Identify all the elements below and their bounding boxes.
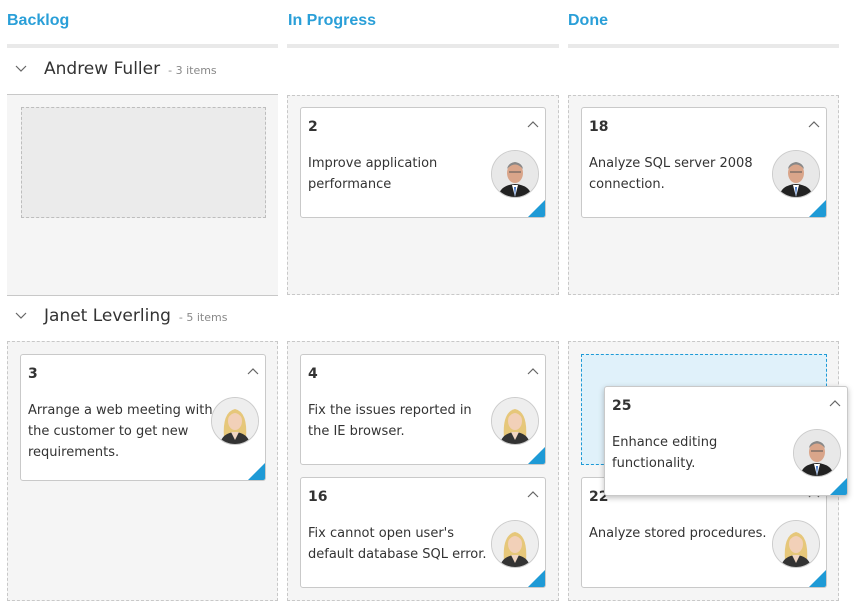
card-id: 4 — [308, 366, 318, 382]
kanban-card[interactable]: 2 Improve application performance — [300, 107, 546, 218]
card-corner-indicator — [830, 478, 847, 495]
card-corner-indicator — [248, 463, 265, 480]
avatar — [211, 397, 259, 445]
card-text: Fix cannot open user's default database … — [308, 526, 487, 562]
card-corner-indicator — [809, 200, 826, 217]
swimlane-count: - 3 items — [168, 64, 217, 77]
column-header-in-progress: In Progress — [288, 12, 377, 29]
card-corner-indicator — [528, 447, 545, 464]
card-id: 3 — [28, 366, 38, 382]
swimlane-count: - 5 items — [178, 311, 228, 324]
kanban-card[interactable]: 18 Analyze SQL server 2008 connection. — [581, 107, 827, 218]
kanban-card[interactable]: 3 Arrange a web meeting with the custome… — [20, 354, 266, 481]
chevron-up-icon[interactable] — [829, 399, 841, 407]
card-text: Analyze SQL server 2008 connection. — [589, 156, 753, 192]
chevron-up-icon[interactable] — [247, 367, 259, 375]
kanban-card[interactable]: 4 Fix the issues reported in the IE brow… — [300, 354, 546, 465]
card-id: 2 — [308, 119, 318, 135]
swimlane-name: Janet Leverling — [44, 306, 171, 326]
chevron-up-icon[interactable] — [527, 120, 539, 128]
card-id: 16 — [308, 489, 328, 505]
column-divider — [568, 44, 839, 48]
card-corner-indicator — [528, 200, 545, 217]
avatar — [772, 520, 820, 568]
chevron-up-icon[interactable] — [808, 120, 820, 128]
swimlane-header-andrew-fuller[interactable]: Andrew Fuller - 3 items — [7, 50, 839, 94]
avatar — [491, 150, 539, 198]
card-corner-indicator — [809, 570, 826, 587]
card-id: 18 — [589, 119, 609, 135]
kanban-card[interactable]: 25 Enhance editing functionality. — [604, 386, 848, 496]
card-corner-indicator — [528, 570, 545, 587]
card-text: Enhance editing functionality. — [612, 435, 718, 471]
lane-divider — [7, 94, 278, 95]
swimlane-name: Andrew Fuller — [44, 59, 161, 79]
card-text: Improve application performance — [308, 156, 438, 192]
kanban-card[interactable]: 16 Fix cannot open user's default databa… — [300, 477, 546, 588]
column-divider — [7, 44, 278, 48]
swimlane-header-janet-leverling[interactable]: Janet Leverling - 5 items — [7, 297, 839, 341]
avatar — [772, 150, 820, 198]
chevron-down-icon[interactable] — [15, 309, 27, 321]
column-header-done: Done — [568, 12, 608, 29]
card-text: Fix the issues reported in the IE browse… — [308, 403, 472, 439]
avatar — [793, 429, 841, 477]
card-id: 25 — [612, 398, 632, 414]
card-placeholder — [21, 107, 266, 218]
chevron-down-icon[interactable] — [15, 62, 27, 74]
avatar — [491, 397, 539, 445]
avatar — [491, 520, 539, 568]
column-header-backlog: Backlog — [7, 12, 70, 29]
column-divider — [287, 44, 559, 48]
card-text: Arrange a web meeting with the customer … — [28, 403, 213, 460]
card-text: Analyze stored procedures. — [589, 526, 767, 541]
lane-divider — [7, 295, 278, 296]
chevron-up-icon[interactable] — [527, 490, 539, 498]
card-id: 22 — [589, 489, 609, 505]
chevron-up-icon[interactable] — [527, 367, 539, 375]
